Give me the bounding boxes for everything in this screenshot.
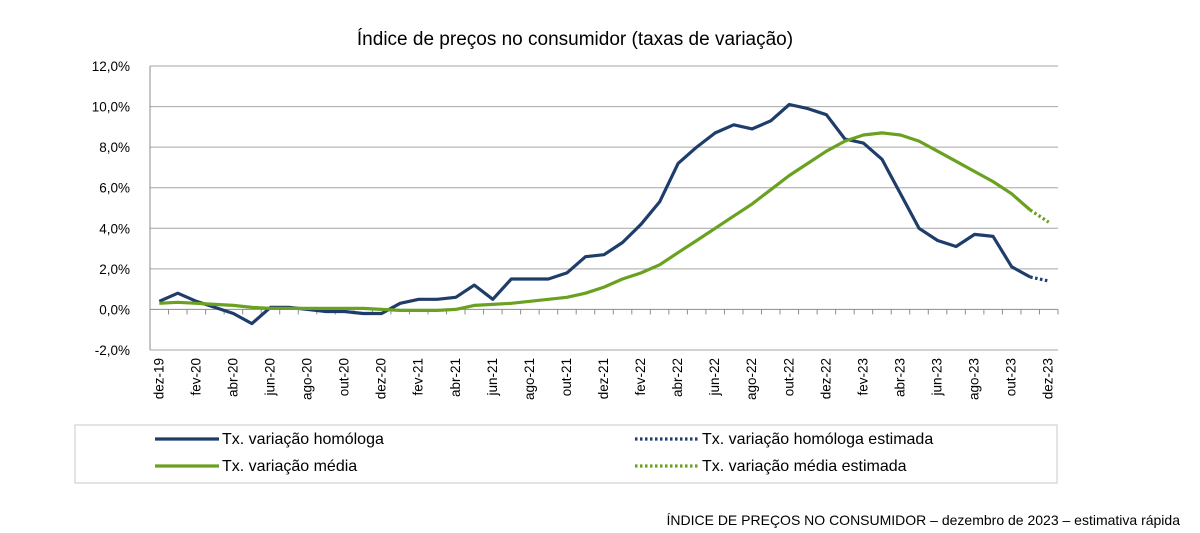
- y-tick-label: 0,0%: [99, 302, 130, 317]
- x-axis: dez-19 fev-20 abr-20 jun-20 ago-20 out-20 dez-…: [149, 308, 1059, 400]
- x-tick-label: dez-20: [374, 358, 389, 399]
- chart-title: Índice de preços no consumidor (taxas de…: [357, 29, 793, 50]
- legend-label: Tx. variação média estimada: [702, 458, 907, 475]
- series-line-tx-variacao-media-estimada: [1029, 208, 1050, 224]
- x-tick-label: dez-23: [1041, 358, 1056, 399]
- x-tick-label: ago-22: [744, 358, 759, 400]
- x-tick-label: dez-22: [818, 358, 833, 399]
- x-tick-label: jun-21: [485, 358, 500, 397]
- y-tick-label: 2,0%: [99, 262, 130, 277]
- gridlines: [150, 65, 1058, 351]
- x-tick-label: out-20: [337, 358, 352, 396]
- y-tick-label: 6,0%: [99, 181, 130, 196]
- x-tick-label: fev-20: [188, 358, 203, 396]
- x-tick-label: dez-21: [596, 358, 611, 399]
- y-axis: -2,0% 0,0% 2,0% 4,0% 6,0% 8,0% 10,0% 12,0%: [92, 59, 151, 358]
- x-tick-label: out-23: [1004, 358, 1019, 396]
- legend-label: Tx. variação homóloga: [222, 431, 384, 448]
- x-tick-label: dez-19: [151, 358, 166, 399]
- series-line-tx-variacao-media: [159, 131, 1032, 312]
- y-tick-label: 8,0%: [99, 140, 130, 155]
- y-tick-label: 12,0%: [92, 59, 130, 74]
- x-tick-label: abr-21: [448, 358, 463, 397]
- x-tick-label: ago-21: [522, 358, 537, 400]
- x-tick-label: ago-20: [300, 358, 315, 400]
- y-tick-label: 4,0%: [99, 221, 130, 236]
- x-tick-label: out-22: [781, 358, 796, 396]
- x-tick-label: abr-20: [225, 358, 240, 397]
- legend-label: Tx. variação média: [222, 458, 357, 475]
- y-tick-label: -2,0%: [95, 343, 130, 358]
- legend-box: [74, 424, 1058, 484]
- legend-label: Tx. variação homóloga estimada: [702, 431, 933, 448]
- x-tick-label: jun-23: [930, 358, 945, 397]
- legend: Tx. variação homóloga Tx. variação homólo…: [74, 424, 1058, 484]
- series-lines: [158, 102, 1050, 326]
- x-tick-label: out-21: [559, 358, 574, 396]
- x-tick-label: fev-22: [633, 358, 648, 396]
- x-tick-label: ago-23: [967, 358, 982, 400]
- x-tick-label: abr-23: [892, 358, 907, 397]
- x-tick-label: jun-22: [707, 358, 722, 397]
- y-tick-label: 10,0%: [92, 100, 130, 115]
- x-tick-label: fev-23: [855, 358, 870, 396]
- x-tick-label: fev-21: [411, 358, 426, 396]
- x-tick-label: jun-20: [262, 358, 277, 397]
- series-line-tx-variacao-homologa-estimada: [1029, 275, 1050, 283]
- footer-caption: ÍNDICE DE PREÇOS NO CONSUMIDOR – dezembr…: [666, 512, 1180, 528]
- x-tick-label: abr-22: [670, 358, 685, 397]
